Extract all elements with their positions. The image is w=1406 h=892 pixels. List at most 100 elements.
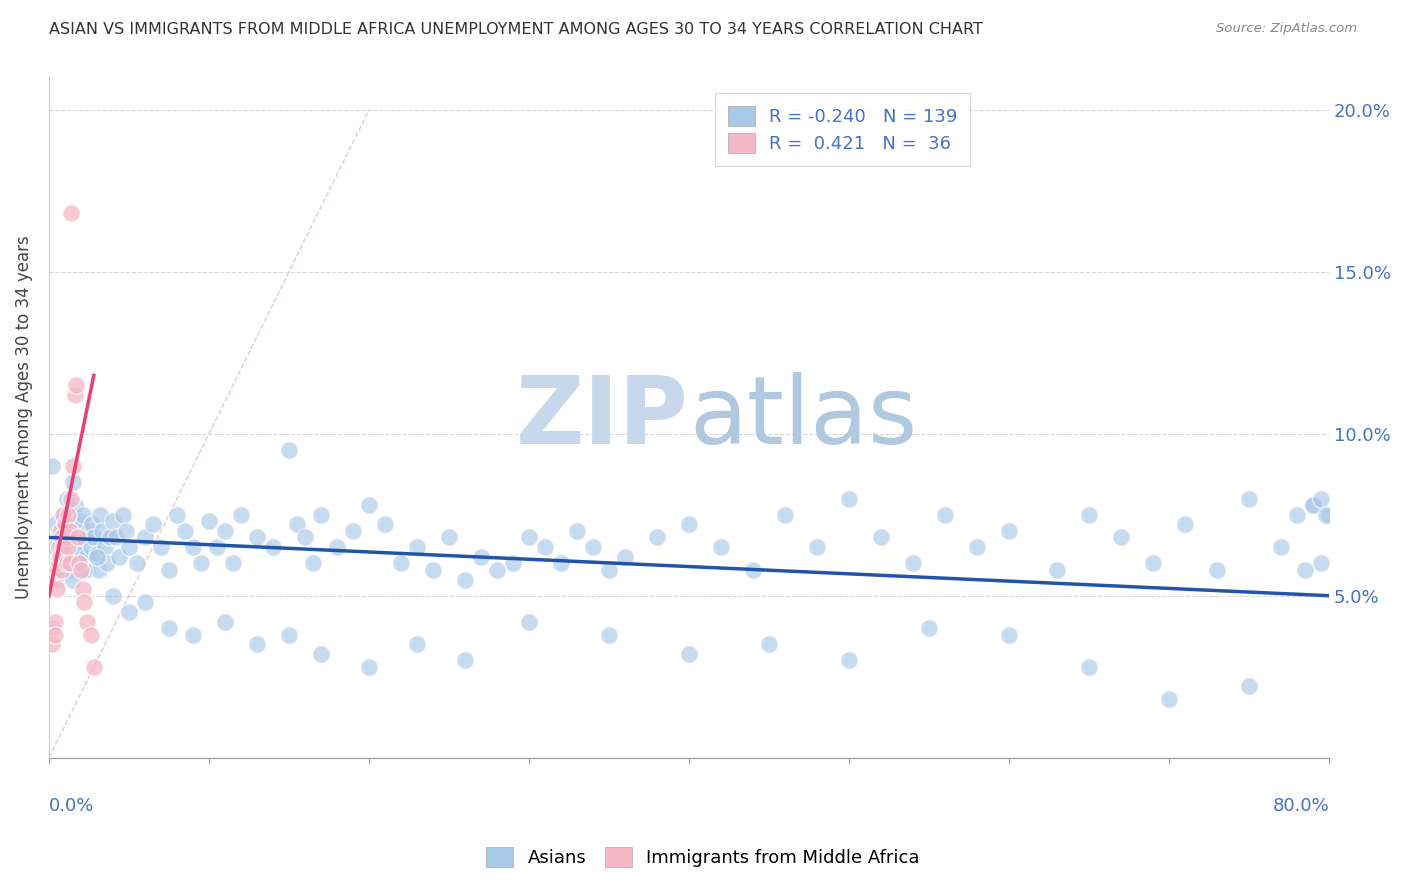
Point <box>42 573 65 587</box>
Point <box>44 615 66 629</box>
Point <box>134 595 156 609</box>
Point <box>48 563 70 577</box>
Point <box>62 459 84 474</box>
Point <box>49 530 72 544</box>
Point <box>142 517 165 532</box>
Point <box>89 508 111 522</box>
Point <box>1046 563 1069 577</box>
Point <box>1310 491 1333 506</box>
Point <box>56 508 79 522</box>
Point <box>118 540 141 554</box>
Point <box>118 605 141 619</box>
Point <box>73 595 96 609</box>
Point <box>53 547 76 561</box>
Legend: Asians, Immigrants from Middle Africa: Asians, Immigrants from Middle Africa <box>479 839 927 874</box>
Point <box>309 647 332 661</box>
Text: ZIP: ZIP <box>516 372 689 464</box>
Point <box>998 524 1021 538</box>
Point <box>1310 557 1333 571</box>
Point <box>83 660 105 674</box>
Point <box>838 653 860 667</box>
Point <box>934 508 956 522</box>
Point <box>70 547 93 561</box>
Point <box>87 563 110 577</box>
Point <box>1302 498 1324 512</box>
Point <box>72 582 94 597</box>
Point <box>517 615 540 629</box>
Point <box>72 508 94 522</box>
Point <box>389 557 412 571</box>
Point <box>77 524 100 538</box>
Point <box>55 491 77 506</box>
Point <box>51 524 73 538</box>
Point <box>60 563 83 577</box>
Text: ASIAN VS IMMIGRANTS FROM MIDDLE AFRICA UNEMPLOYMENT AMONG AGES 30 TO 34 YEARS CO: ASIAN VS IMMIGRANTS FROM MIDDLE AFRICA U… <box>49 22 983 37</box>
Point <box>773 508 796 522</box>
Point <box>598 563 620 577</box>
Point <box>678 517 700 532</box>
Point <box>454 573 477 587</box>
Point <box>96 557 118 571</box>
Point <box>44 517 66 532</box>
Point <box>181 540 204 554</box>
Point <box>1078 508 1101 522</box>
Point <box>1315 508 1337 522</box>
Point <box>73 530 96 544</box>
Point <box>1206 563 1229 577</box>
Point <box>59 557 82 571</box>
Point <box>52 540 75 554</box>
Point <box>678 647 700 661</box>
Point <box>51 563 73 577</box>
Point <box>190 557 212 571</box>
Point <box>1078 660 1101 674</box>
Point <box>174 524 197 538</box>
Point <box>56 508 79 522</box>
Legend: R = -0.240   N = 139, R =  0.421   N =  36: R = -0.240 N = 139, R = 0.421 N = 36 <box>716 94 970 166</box>
Point <box>598 627 620 641</box>
Point <box>63 498 86 512</box>
Point <box>52 508 75 522</box>
Point <box>56 540 79 554</box>
Point <box>758 637 780 651</box>
Point <box>166 508 188 522</box>
Point <box>742 563 765 577</box>
Point <box>357 498 380 512</box>
Point <box>614 549 637 564</box>
Point <box>838 491 860 506</box>
Point <box>49 524 72 538</box>
Point <box>550 557 572 571</box>
Point <box>157 563 180 577</box>
Point <box>406 637 429 651</box>
Point <box>534 540 557 554</box>
Y-axis label: Unemployment Among Ages 30 to 34 years: Unemployment Among Ages 30 to 34 years <box>15 235 32 599</box>
Point <box>262 540 284 554</box>
Point <box>67 557 90 571</box>
Point <box>229 508 252 522</box>
Point <box>90 524 112 538</box>
Point <box>98 530 121 544</box>
Point <box>406 540 429 554</box>
Point <box>1286 508 1309 522</box>
Point <box>56 540 79 554</box>
Point <box>454 653 477 667</box>
Point <box>517 530 540 544</box>
Point <box>198 514 221 528</box>
Point <box>108 549 131 564</box>
Point <box>918 621 941 635</box>
Point <box>41 459 63 474</box>
Point <box>357 660 380 674</box>
Point <box>870 530 893 544</box>
Point <box>901 557 924 571</box>
Point <box>214 615 236 629</box>
Point <box>101 514 124 528</box>
Point <box>53 549 76 564</box>
Point <box>1302 498 1324 512</box>
Point <box>86 549 108 564</box>
Point <box>86 547 108 561</box>
Point <box>105 530 128 544</box>
Point <box>278 627 301 641</box>
Point <box>294 530 316 544</box>
Point <box>502 557 524 571</box>
Point <box>486 563 509 577</box>
Point <box>966 540 988 554</box>
